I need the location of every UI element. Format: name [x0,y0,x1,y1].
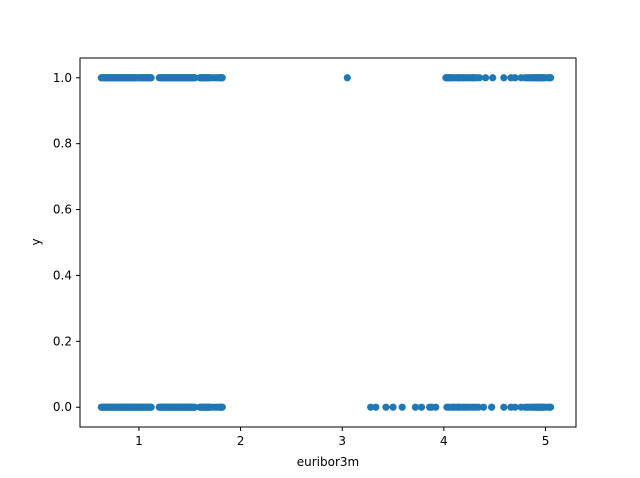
x-tick-label: 4 [440,434,448,448]
data-point [191,403,199,411]
data-point [382,403,390,411]
data-point [511,74,519,82]
data-point [218,403,226,411]
data-point [500,403,508,411]
data-point [343,74,351,82]
y-tick-label: 0.8 [53,137,72,151]
y-axis-label: y [29,238,43,245]
x-axis-label: euribor3m [297,455,359,469]
x-tick-label: 2 [237,434,245,448]
data-point [546,74,555,82]
data-points [97,74,555,411]
y-axis-ticks: 0.0 0.2 0.4 0.6 0.8 1.0 [53,71,80,414]
data-point [411,403,420,411]
data-point [511,403,519,411]
x-axis-ticks: 1 2 3 4 5 [135,427,549,448]
data-point [389,403,397,411]
data-point [147,403,155,411]
y-tick-label: 0.4 [53,268,72,282]
data-point [372,403,380,411]
x-tick-label: 3 [338,434,346,448]
x-tick-label: 5 [542,434,550,448]
plot-frame [79,57,577,428]
data-point [479,403,488,411]
data-point [481,74,490,82]
data-point [475,74,484,82]
data-point [147,74,155,82]
y-tick-label: 0.0 [53,400,72,414]
data-point [218,74,226,82]
data-point [488,403,496,411]
data-point [417,403,426,411]
data-point [191,74,199,82]
data-point [546,403,555,411]
y-tick-label: 0.6 [53,203,72,217]
x-tick-label: 1 [135,434,143,448]
data-point [398,403,406,411]
data-point [474,403,483,411]
data-point [367,403,375,411]
y-tick-label: 1.0 [53,71,72,85]
data-point [432,403,440,411]
y-tick-label: 0.2 [53,334,72,348]
data-point [500,74,508,82]
data-point [489,74,497,82]
